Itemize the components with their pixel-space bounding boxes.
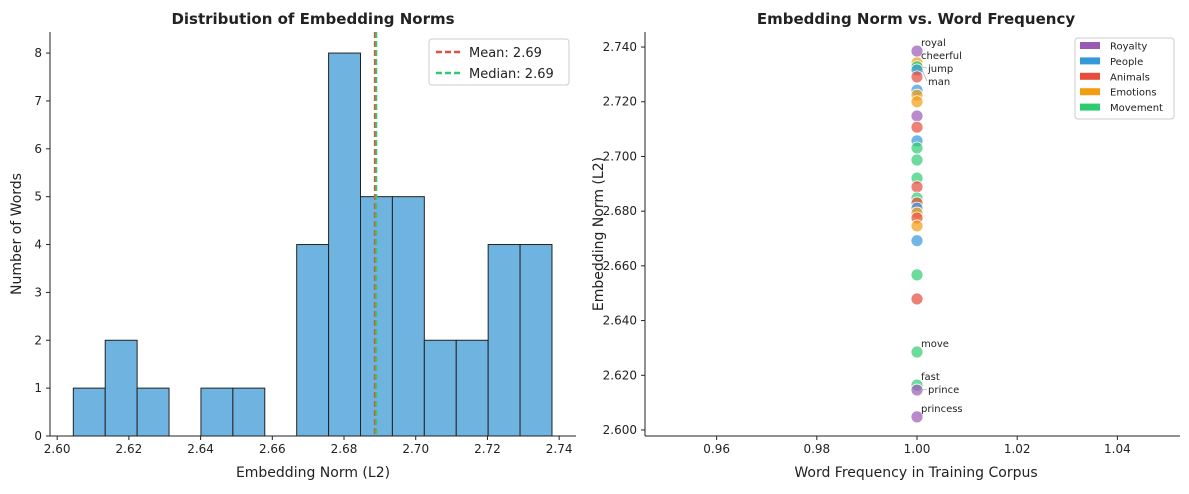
x-tick-label: 0.96 bbox=[703, 442, 730, 456]
scatter-point bbox=[910, 234, 924, 248]
y-tick-label: 8 bbox=[34, 46, 42, 60]
scatter-point bbox=[910, 95, 924, 109]
hist-bar bbox=[328, 52, 362, 437]
legend-swatch bbox=[1080, 57, 1100, 65]
scatter-point bbox=[910, 153, 924, 167]
hist-bar bbox=[104, 339, 138, 437]
point-label: jump bbox=[927, 64, 953, 75]
hist-bar bbox=[72, 387, 106, 437]
y-tick-label: 6 bbox=[34, 142, 42, 156]
scatter-ylabel: Embedding Norm (L2) bbox=[591, 157, 607, 311]
scatter-point bbox=[910, 141, 924, 155]
legend-label: Mean: 2.69 bbox=[469, 46, 542, 61]
scatter-point bbox=[910, 70, 924, 84]
hist-bar bbox=[487, 244, 521, 437]
hist-ylabel: Number of Words bbox=[9, 173, 25, 295]
x-tick-label: 2.64 bbox=[187, 442, 214, 456]
x-tick-label: 0.98 bbox=[803, 442, 830, 456]
y-tick-label: 2.640 bbox=[603, 314, 637, 328]
legend-swatch bbox=[1080, 88, 1100, 96]
y-tick-label: 0 bbox=[34, 429, 42, 443]
x-tick-label: 2.74 bbox=[546, 442, 573, 456]
legend-box bbox=[428, 38, 570, 86]
hist-bar bbox=[519, 244, 553, 437]
hist-title: Distribution of Embedding Norms bbox=[171, 10, 454, 28]
x-tick-label: 2.60 bbox=[44, 442, 71, 456]
legend-swatch bbox=[1080, 72, 1100, 80]
scatter-point bbox=[910, 345, 924, 359]
scatter-point bbox=[910, 180, 924, 194]
label-leader-line bbox=[921, 66, 928, 69]
y-tick-label: 2.740 bbox=[603, 40, 637, 54]
hist-bar bbox=[232, 387, 266, 437]
legend: Royalty People Animals Emotions Movement bbox=[1074, 37, 1175, 120]
hist-xlabel: Embedding Norm (L2) bbox=[236, 465, 390, 481]
point-label: cheerful bbox=[921, 51, 962, 62]
y-tick-label: 2.680 bbox=[603, 204, 637, 218]
point-label: princess bbox=[921, 404, 963, 415]
legend: Mean: 2.69 Median: 2.69 bbox=[428, 38, 570, 86]
hist-bar bbox=[200, 387, 234, 437]
legend-label: Animals bbox=[1110, 72, 1150, 83]
y-tick-label: 4 bbox=[34, 238, 42, 252]
y-tick-label: 2.720 bbox=[603, 95, 637, 109]
y-tick-label: 2.660 bbox=[603, 259, 637, 273]
y-tick-label: 1 bbox=[34, 381, 42, 395]
scatter-point bbox=[910, 410, 924, 424]
y-tick-label: 2.700 bbox=[603, 149, 637, 163]
legend-swatch bbox=[1080, 103, 1100, 111]
legend-label: Movement bbox=[1110, 103, 1163, 114]
scatter-point bbox=[910, 120, 924, 134]
hist-bar bbox=[136, 387, 170, 437]
scatter-panel: Embedding Norm vs. Word Frequency Word F… bbox=[591, 10, 1180, 481]
histogram-panel: Distribution of Embedding Norms Embeddin… bbox=[9, 10, 576, 481]
point-label: man bbox=[928, 77, 950, 88]
scatter-point bbox=[910, 292, 924, 306]
x-tick-label: 2.70 bbox=[402, 442, 429, 456]
point-label: fast bbox=[921, 372, 940, 383]
x-tick-label: 2.68 bbox=[331, 442, 358, 456]
y-tick-label: 5 bbox=[34, 190, 42, 204]
label-leader-line bbox=[921, 69, 928, 82]
y-tick-label: 2.620 bbox=[603, 368, 637, 382]
legend-label: Royalty bbox=[1110, 42, 1147, 53]
y-tick-label: 2.600 bbox=[603, 423, 637, 437]
point-label: prince bbox=[928, 385, 959, 396]
hist-bar bbox=[423, 339, 457, 437]
hist-bar bbox=[391, 196, 425, 437]
scatter-title: Embedding Norm vs. Word Frequency bbox=[757, 10, 1075, 28]
x-tick-label: 2.62 bbox=[116, 442, 143, 456]
x-tick-label: 2.66 bbox=[259, 442, 286, 456]
legend-label: Emotions bbox=[1110, 88, 1157, 99]
scatter-point bbox=[910, 109, 924, 123]
scatter-point bbox=[910, 383, 924, 397]
x-tick-label: 1.02 bbox=[1004, 442, 1031, 456]
label-leader-line bbox=[921, 388, 928, 391]
x-tick-label: 2.72 bbox=[474, 442, 501, 456]
hist-bar bbox=[296, 244, 330, 437]
point-label: royal bbox=[921, 38, 946, 49]
legend-swatch bbox=[1080, 42, 1100, 49]
point-label: move bbox=[921, 339, 949, 350]
legend-label: Median: 2.69 bbox=[469, 67, 554, 82]
y-tick-label: 3 bbox=[34, 285, 42, 299]
y-tick-label: 2 bbox=[34, 333, 42, 347]
scatter-point bbox=[910, 268, 924, 282]
legend-label: People bbox=[1110, 57, 1143, 68]
hist-bar bbox=[455, 339, 489, 437]
scatter-xlabel: Word Frequency in Training Corpus bbox=[794, 465, 1037, 481]
scatter-point bbox=[910, 219, 924, 233]
x-tick-label: 1.00 bbox=[904, 442, 931, 456]
x-tick-label: 1.04 bbox=[1104, 442, 1131, 456]
y-tick-label: 7 bbox=[34, 94, 42, 108]
